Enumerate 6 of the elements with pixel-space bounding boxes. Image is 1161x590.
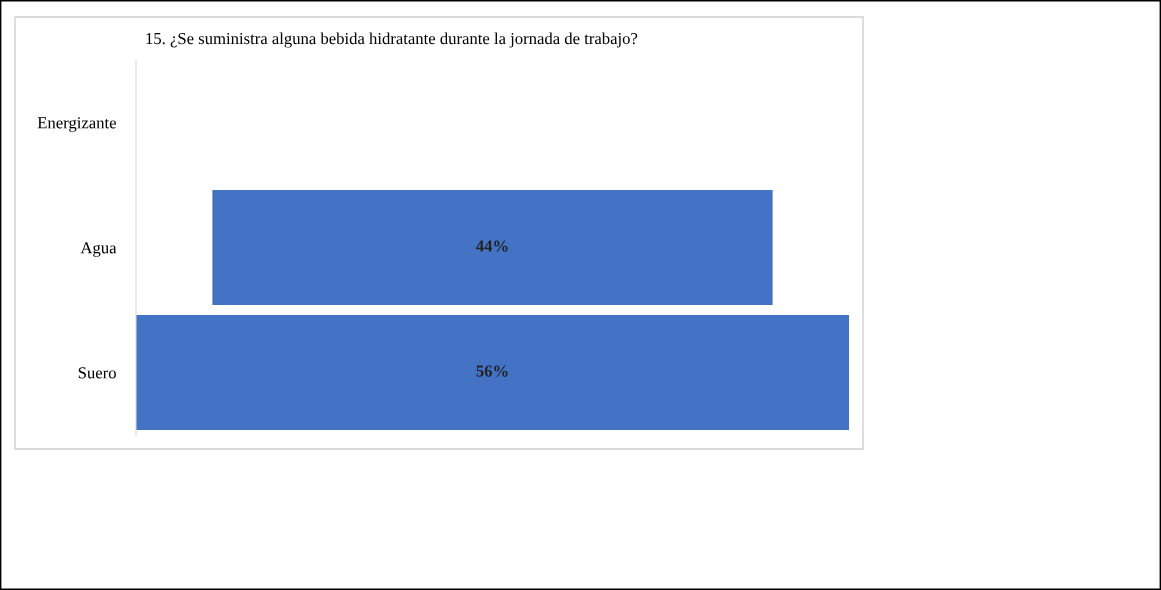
data-label: 44% bbox=[476, 240, 508, 252]
category-label: Suero bbox=[78, 367, 116, 379]
text: 15. ¿Se suministra alguna bebida hidratante durante la jornada de trabajo? bbox=[146, 32, 638, 48]
category-label: Agua bbox=[80, 242, 117, 257]
category-label: Energizante bbox=[37, 117, 116, 132]
data-label: 56% bbox=[476, 365, 508, 377]
